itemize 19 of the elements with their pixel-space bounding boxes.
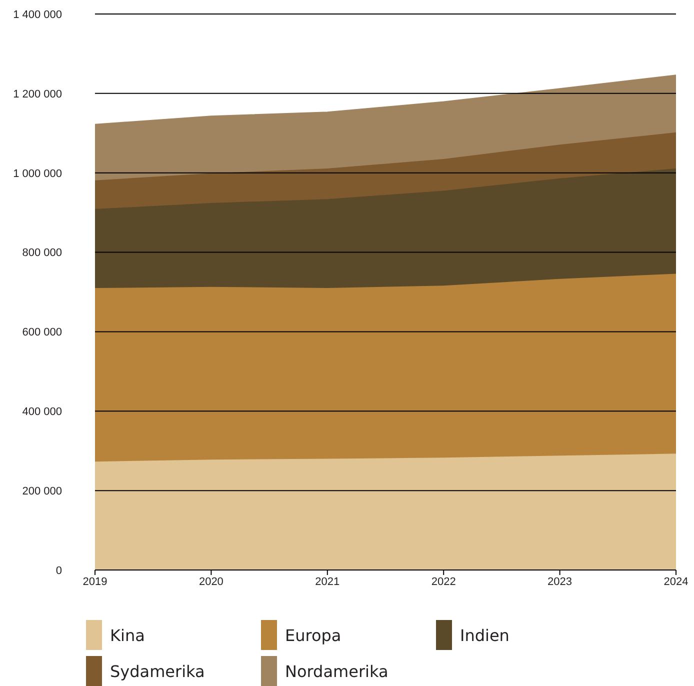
- y-tick-label: 0: [56, 564, 62, 577]
- x-tick-label: 2021: [315, 576, 340, 588]
- y-tick-label: 200 000: [22, 485, 62, 498]
- legend-label: Indien: [460, 626, 510, 644]
- legend-label: Europa: [285, 626, 342, 644]
- y-tick-label: 1 400 000: [13, 8, 62, 21]
- legend-label: Kina: [110, 626, 145, 644]
- x-tick-label: 2024: [664, 576, 688, 588]
- y-tick-label: 1 000 000: [13, 168, 62, 180]
- legend-label: Sydamerika: [110, 662, 205, 680]
- y-tick-label: 600 000: [22, 326, 62, 339]
- legend-label: Nordamerika: [285, 662, 388, 680]
- x-tick-label: 2022: [431, 576, 456, 588]
- x-tick-label: 2019: [82, 576, 108, 588]
- y-tick-label: 400 000: [22, 406, 62, 418]
- y-tick-label: 800 000: [22, 247, 62, 260]
- x-tick-label: 2023: [548, 576, 572, 588]
- y-tick-label: 1 200 000: [13, 88, 62, 100]
- x-tick-label: 2020: [198, 576, 224, 588]
